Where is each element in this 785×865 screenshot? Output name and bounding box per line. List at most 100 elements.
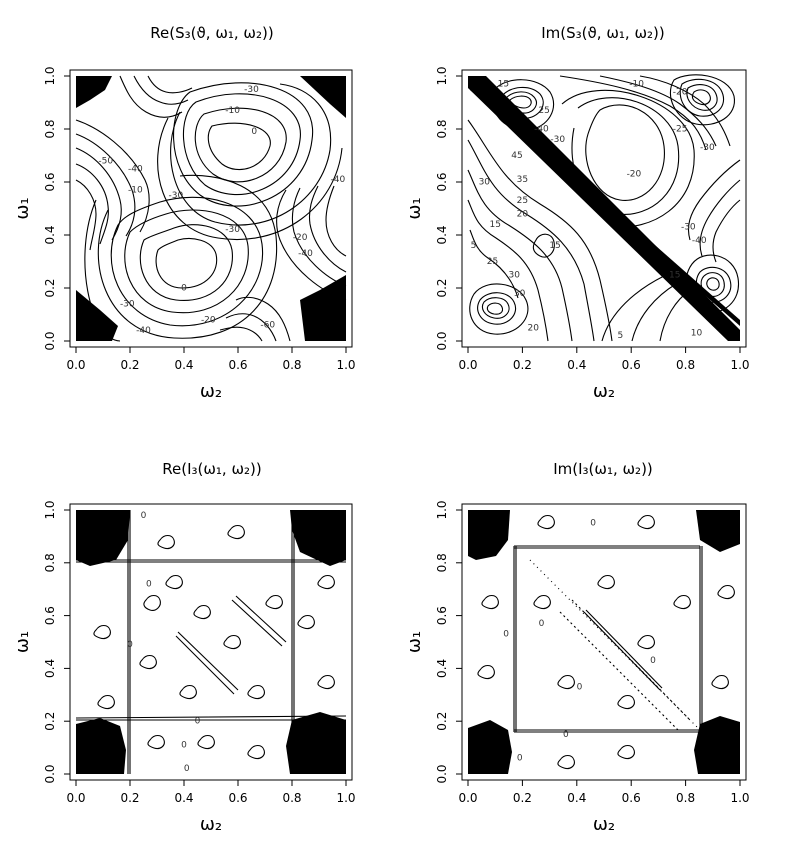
panel-title: Im(S₃(ϑ, ω₁, ω₂)): [541, 24, 665, 42]
y-tick-label: 0.2: [435, 712, 449, 731]
contour-label: 0: [563, 730, 569, 740]
contour-label: 0: [503, 630, 509, 640]
y-axis-label: ω₁: [12, 197, 33, 219]
x-tick-label: 0.4: [567, 791, 586, 805]
y-tick-label: 0.6: [43, 606, 57, 625]
y-tick-label: 1.0: [435, 500, 449, 519]
contour-label: 0: [650, 656, 656, 666]
contour-label: 20: [528, 323, 540, 333]
x-axis-label: ω₂: [200, 814, 222, 835]
y-tick-label: 1.0: [435, 66, 449, 85]
x-tick-label: 0.0: [66, 791, 85, 805]
dense-corner: [76, 510, 346, 774]
contour-label: -40: [331, 175, 346, 185]
x-tick-label: 0.0: [458, 358, 477, 372]
contour-label: -10: [225, 106, 240, 116]
contour-label: -25: [673, 125, 688, 135]
y-tick-label: 0.4: [43, 659, 57, 678]
contour-label: 10: [691, 329, 703, 339]
dense-corner: [468, 510, 740, 774]
x-tick-label: 0.8: [282, 791, 301, 805]
contour-label: 20: [517, 209, 529, 219]
x-axis-label: ω₂: [593, 814, 615, 835]
y-tick-label: 0.0: [43, 331, 57, 350]
contour-label: 0: [146, 579, 152, 589]
x-tick-label: 0.2: [120, 358, 139, 372]
axes-panel-1: 0.0 0.2 0.4 0.6 0.8 1.0 0.0 0.2 0.4 0.6 0.8 1.0 ω₂ ω₁…: [404, 66, 750, 402]
contour-lines: [467, 74, 741, 342]
contour-lines: [468, 510, 740, 774]
y-tick-label: 0.8: [43, 553, 57, 572]
y-tick-label: 0.8: [43, 119, 57, 138]
x-tick-label: 0.8: [676, 791, 695, 805]
panel-im-s3: Im(S₃(ϑ, ω₁, ω₂)): [467, 24, 741, 342]
contour-label: -30: [681, 223, 696, 233]
contour-label: -30: [169, 191, 184, 201]
contour-label: 30: [514, 289, 526, 299]
contour-label: -20: [201, 315, 216, 325]
contour-label: -30: [700, 143, 715, 153]
y-tick-label: 0.4: [435, 659, 449, 678]
y-axis-label: ω₁: [404, 197, 425, 219]
contour-label: -20: [673, 87, 688, 97]
contour-label: 0: [251, 127, 257, 137]
y-tick-label: 0.0: [435, 764, 449, 783]
contour-label: 0: [539, 619, 545, 629]
x-tick-label: 0.2: [120, 791, 139, 805]
contour-label: 0: [195, 717, 201, 727]
panel-re-s3: Re(S₃(ϑ, ω₁, ω₂)): [75, 24, 347, 342]
contour-label: 15: [489, 220, 500, 230]
panel-im-i3: Im(I₃(ω₁, ω₂)): [468, 460, 740, 774]
x-axis-label: ω₂: [200, 381, 222, 402]
plot-frame: [461, 503, 747, 781]
panel-title: Re(I₃(ω₁, ω₂)): [162, 460, 262, 478]
y-axis-label: ω₁: [12, 631, 33, 653]
contour-label: 0: [181, 740, 187, 750]
contour-label: 15: [498, 79, 509, 89]
contour-label: 5: [617, 331, 623, 341]
x-tick-label: 0.0: [458, 791, 477, 805]
panel-re-i3: Re(I₃(ω₁, ω₂)): [75, 460, 347, 774]
x-tick-label: 0.6: [622, 358, 641, 372]
contour-label: -60: [260, 321, 275, 331]
y-tick-label: 0.2: [43, 712, 57, 731]
x-tick-label: 0.0: [66, 358, 85, 372]
y-tick-label: 1.0: [43, 500, 57, 519]
axes-panel-2: 0.0 0.2 0.4 0.6 0.8 1.0 0.0 0.2 0.4 0.6 0.8 1.0 ω₂ ω₁…: [12, 500, 356, 835]
y-tick-label: 0.2: [43, 278, 57, 297]
x-tick-label: 0.6: [228, 791, 247, 805]
contour-label: -40: [692, 236, 707, 246]
contour-label: 45: [511, 151, 522, 161]
contour-label: 25: [517, 196, 528, 206]
plot-frame: [69, 69, 353, 348]
contour-label: -40: [298, 249, 313, 259]
x-tick-label: 0.6: [622, 791, 641, 805]
contour-label: -30: [550, 135, 565, 145]
y-tick-label: 0.0: [43, 764, 57, 783]
contour-lines: [75, 510, 347, 774]
x-tick-label: 0.4: [567, 358, 586, 372]
contour-label: -10: [629, 79, 644, 89]
y-tick-label: 1.0: [43, 66, 57, 85]
contour-label: -40: [128, 164, 143, 174]
contour-label: -40: [136, 326, 151, 336]
x-tick-label: 1.0: [336, 791, 355, 805]
contour-label: 35: [517, 175, 528, 185]
y-axis-label: ω₁: [404, 631, 425, 653]
contour-label: 0: [184, 764, 190, 774]
y-tick-label: 0.8: [435, 119, 449, 138]
contour-label: 0: [517, 754, 523, 764]
x-tick-label: 1.0: [336, 358, 355, 372]
y-tick-label: 0.6: [435, 172, 449, 191]
x-tick-label: 0.2: [513, 358, 532, 372]
y-tick-label: 0.2: [435, 278, 449, 297]
contour-label: -10: [128, 185, 143, 195]
contour-label: -30: [244, 85, 259, 95]
contour-label: 0: [181, 284, 187, 294]
x-tick-label: 0.4: [174, 791, 193, 805]
y-tick-label: 0.8: [435, 553, 449, 572]
contour-label: 30: [509, 270, 521, 280]
contour-label: 30: [479, 178, 491, 188]
contour-label: -30: [120, 299, 135, 309]
contour-label: 15: [669, 270, 680, 280]
